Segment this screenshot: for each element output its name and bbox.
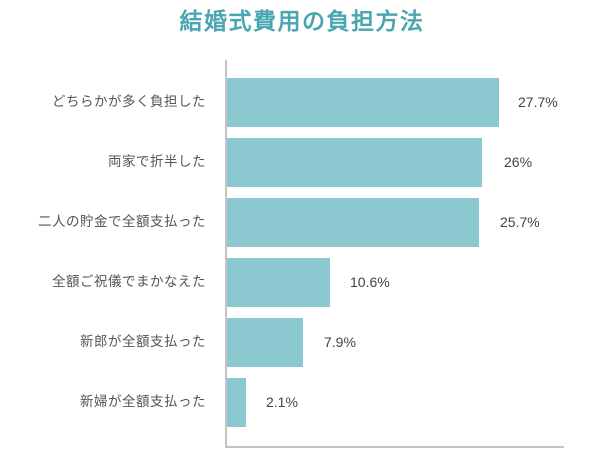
value-label: 26%: [504, 154, 533, 170]
category-label: 全額ご祝儀でまかなえた: [52, 274, 206, 290]
bar: [227, 78, 499, 127]
category-label: 二人の貯金で全額支払った: [38, 214, 206, 230]
bar-row: 二人の貯金で全額支払った 25.7%: [0, 198, 604, 247]
bar: [227, 378, 246, 427]
category-label: 新郎が全額支払った: [80, 334, 206, 350]
bar-row: 全額ご祝儀でまかなえた 10.6%: [0, 258, 604, 307]
bar-row: 新郎が全額支払った 7.9%: [0, 318, 604, 367]
bar: [227, 258, 330, 307]
value-label: 2.1%: [266, 394, 298, 410]
category-label: どちらかが多く負担した: [52, 94, 206, 110]
y-axis: [225, 60, 227, 448]
category-label: 両家で折半した: [108, 154, 206, 170]
chart-title: 結婚式費用の負担方法: [179, 9, 425, 35]
bar-row: 新婦が全額支払った 2.1%: [0, 378, 604, 427]
category-label: 新婦が全額支払った: [80, 394, 206, 410]
bar-row: 両家で折半した 26%: [0, 138, 604, 187]
bar: [227, 138, 482, 187]
value-label: 25.7%: [500, 214, 540, 230]
x-axis: [225, 446, 564, 448]
bar: [227, 318, 303, 367]
bar-row: どちらかが多く負担した 27.7%: [0, 78, 604, 127]
value-label: 27.7%: [518, 94, 558, 110]
value-label: 10.6%: [350, 274, 390, 290]
bar: [227, 198, 479, 247]
value-label: 7.9%: [324, 334, 356, 350]
